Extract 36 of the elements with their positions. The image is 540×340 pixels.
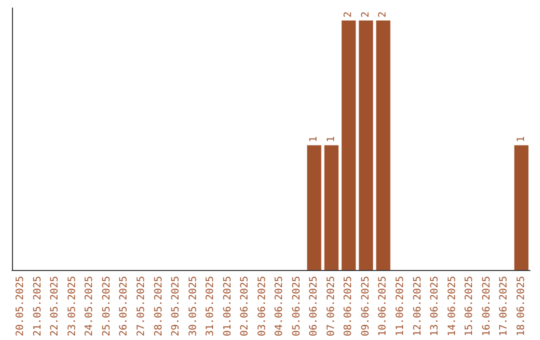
- x-tick-label: 28.05.2025: [153, 276, 164, 336]
- x-tick-label: 16.06.2025: [481, 276, 492, 336]
- x-tick-label: 03.06.2025: [256, 276, 268, 336]
- data-label: 1: [308, 136, 320, 142]
- x-tick-label: 02.06.2025: [240, 276, 251, 336]
- x-tick-label: 31.05.2025: [205, 276, 216, 336]
- x-tick-label: 12.06.2025: [412, 276, 424, 336]
- x-tick-label: 20.05.2025: [15, 276, 26, 336]
- x-tick-label: 10.06.2025: [378, 276, 389, 336]
- x-tick-label: 11.06.2025: [395, 276, 406, 336]
- x-tick-label: 18.06.2025: [516, 276, 527, 336]
- x-tick-label: 05.06.2025: [291, 276, 302, 336]
- x-tick-label: 22.05.2025: [50, 276, 61, 336]
- x-tick-label: 27.05.2025: [136, 276, 147, 336]
- x-tick-label: 17.06.2025: [498, 276, 510, 336]
- x-tick-label: 08.06.2025: [343, 276, 354, 336]
- data-label: 1: [516, 136, 527, 142]
- x-tick-label: 24.05.2025: [84, 276, 96, 336]
- x-tick-label: 29.05.2025: [170, 276, 182, 336]
- x-tick-label: 30.05.2025: [188, 276, 199, 336]
- x-tick-label: 25.05.2025: [101, 276, 112, 336]
- x-tick-label: 15.06.2025: [464, 276, 476, 336]
- x-tick-label: 04.06.2025: [274, 276, 286, 336]
- x-tick-label: 26.05.2025: [118, 276, 130, 336]
- data-label: 1: [326, 136, 337, 142]
- x-tick-label: 07.06.2025: [326, 276, 337, 336]
- x-tick-label: 01.06.2025: [222, 276, 234, 336]
- x-tick-label: 09.06.2025: [360, 276, 372, 336]
- x-tick-label: 14.06.2025: [446, 276, 458, 336]
- x-tick-label: 13.06.2025: [430, 276, 441, 336]
- data-label: 2: [378, 11, 389, 18]
- x-tick-label: 06.06.2025: [308, 276, 320, 336]
- data-label: 2: [343, 11, 354, 18]
- x-tick-label: 21.05.2025: [32, 276, 44, 336]
- x-tick-label: 23.05.2025: [66, 276, 78, 336]
- data-label: 2: [360, 11, 372, 18]
